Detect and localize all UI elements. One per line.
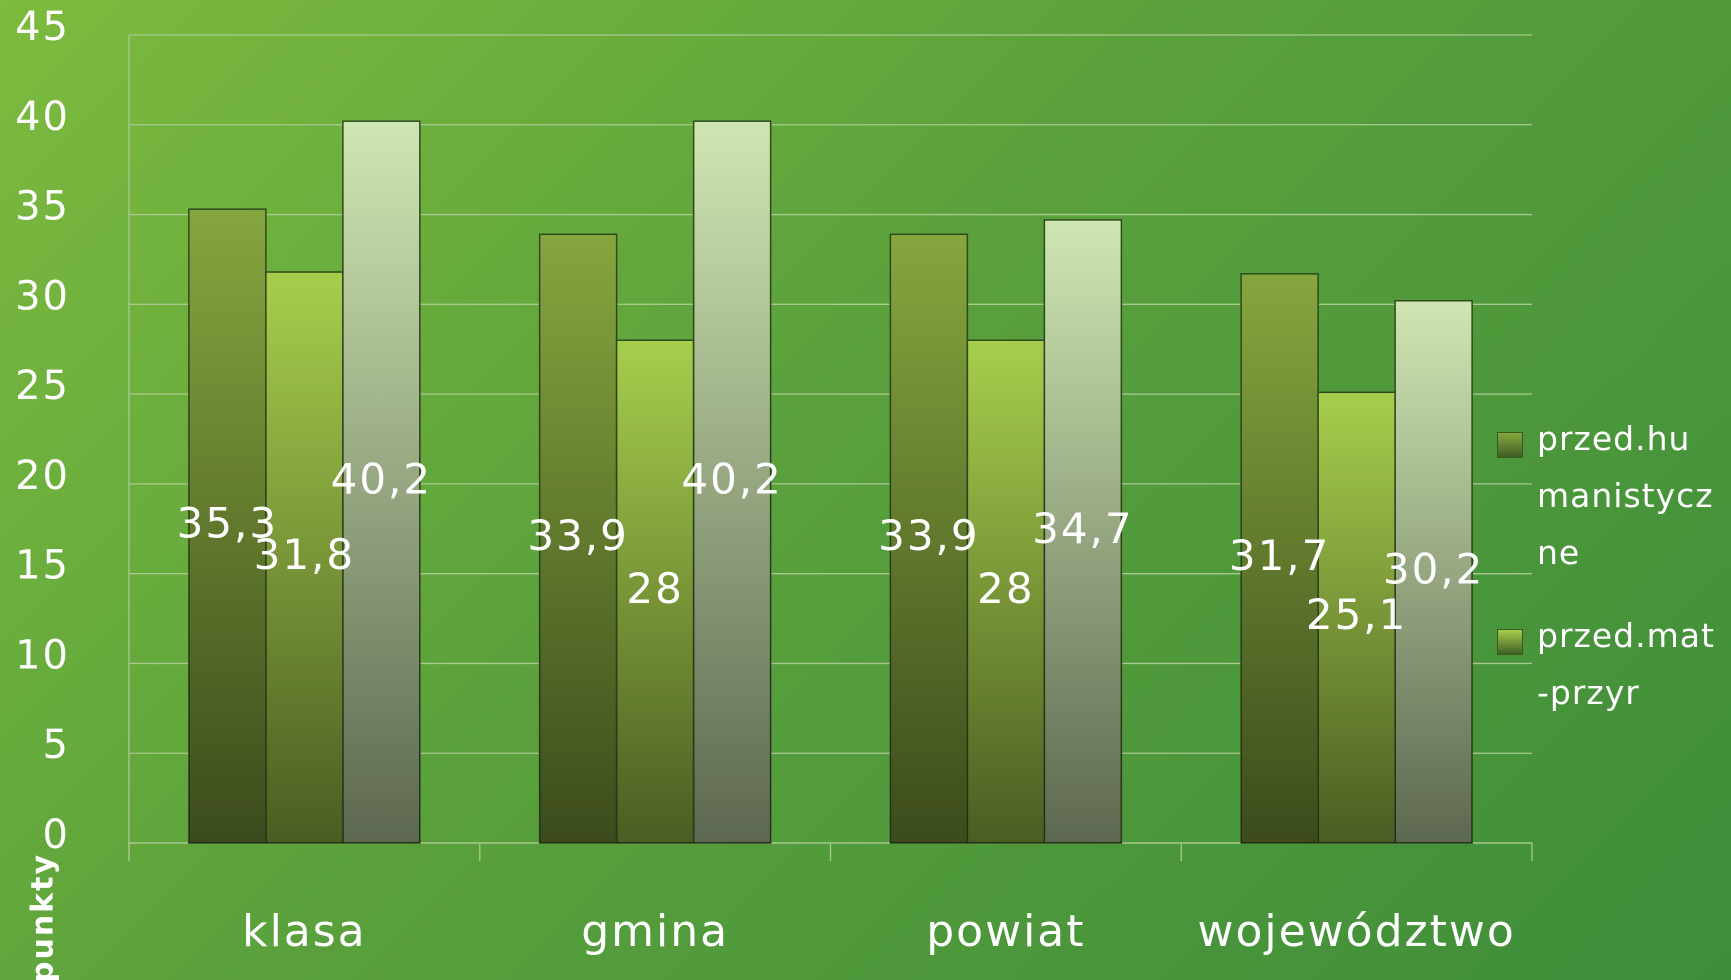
data-label: 33,9 — [878, 511, 980, 560]
bar-shade — [1395, 300, 1473, 844]
bar-shade — [265, 272, 343, 844]
bar-shade — [188, 209, 266, 843]
data-label: 31,8 — [254, 530, 356, 579]
bar-shade — [1318, 392, 1396, 843]
bar-shade — [967, 340, 1045, 843]
bar-shade — [539, 234, 617, 844]
y-tick-label: 30 — [15, 273, 70, 319]
y-tick-label: 15 — [15, 543, 70, 589]
x-tick-label: gmina — [581, 906, 729, 957]
legend-entry: przed.mat-przyr — [1497, 607, 1727, 721]
bar-shade — [1241, 273, 1319, 843]
data-label: 31,7 — [1229, 531, 1331, 580]
bar-shade — [693, 121, 771, 844]
legend: przed.humanistyczne przed.mat-przyr — [1497, 410, 1727, 747]
y-tick-label: 5 — [43, 722, 70, 768]
data-label: 35,3 — [177, 499, 279, 548]
data-label: 28 — [626, 564, 683, 613]
data-label: 34,7 — [1032, 504, 1134, 553]
data-label: 40,2 — [331, 455, 433, 504]
x-tick-label: powiat — [926, 906, 1085, 957]
data-label: 28 — [977, 564, 1034, 613]
x-tick-label: klasa — [242, 906, 367, 957]
data-label: 25,1 — [1306, 590, 1408, 639]
legend-swatch — [1497, 629, 1523, 655]
legend-label: przed.humanistyczne — [1537, 419, 1714, 572]
bar-shade — [342, 121, 420, 844]
y-tick-label: 20 — [15, 453, 70, 499]
y-tick-label: 10 — [15, 632, 70, 678]
y-axis-title: punkty — [26, 853, 61, 980]
data-label: 33,9 — [527, 511, 629, 560]
y-tick-label: 35 — [15, 184, 70, 230]
y-tick-label: 25 — [15, 363, 70, 409]
y-tick-label: 0 — [43, 812, 70, 858]
data-label: 40,2 — [681, 455, 783, 504]
y-tick-label: 45 — [15, 4, 70, 50]
x-tick-label: województwo — [1197, 906, 1515, 957]
legend-swatch — [1497, 432, 1523, 458]
y-tick-label: 40 — [15, 94, 70, 140]
legend-label: przed.mat-przyr — [1537, 616, 1715, 712]
data-label: 30,2 — [1383, 544, 1485, 593]
legend-entry: przed.humanistyczne — [1497, 410, 1727, 581]
bar-shade — [1044, 219, 1122, 844]
bar-shade — [616, 340, 694, 843]
bar-shade — [890, 234, 968, 844]
